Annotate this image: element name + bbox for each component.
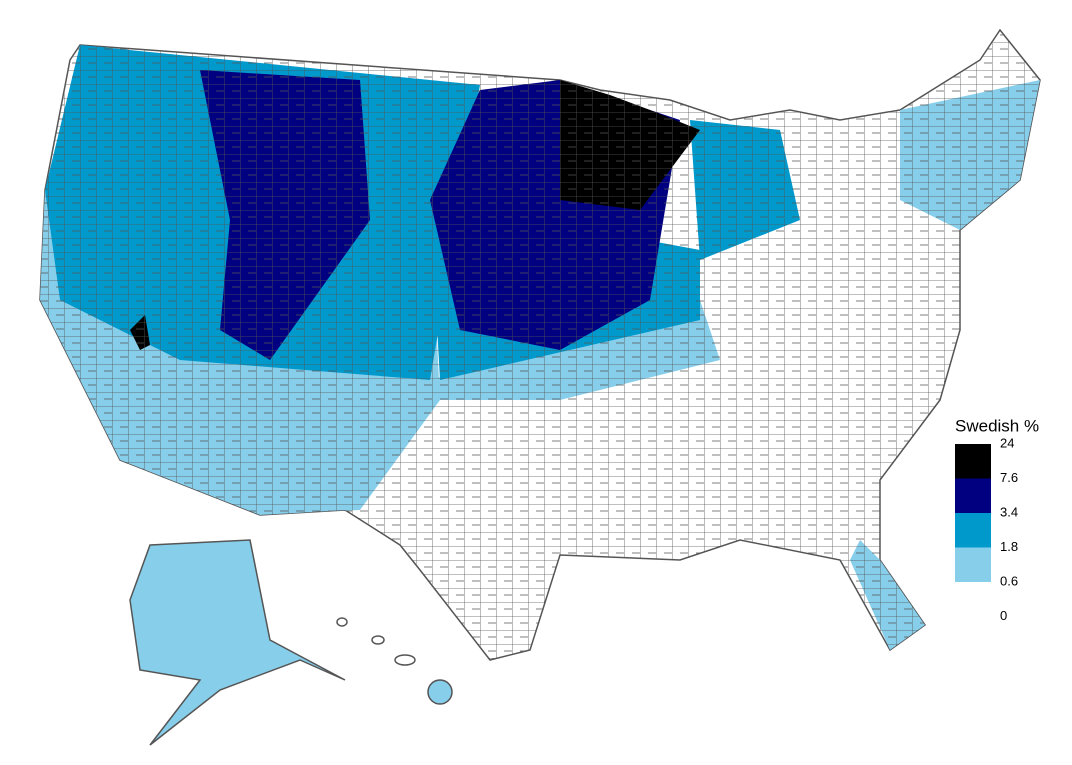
island bbox=[394, 654, 416, 666]
legend: Swedish % 24 7.6 3.4 1.8 0.6 0 bbox=[955, 416, 1039, 623]
legend-title: Swedish % bbox=[955, 416, 1039, 435]
legend-label: 0 bbox=[1000, 608, 1007, 623]
legend-label: 0.6 bbox=[1000, 573, 1018, 588]
legend-swatch bbox=[955, 547, 991, 582]
hawaii bbox=[336, 617, 453, 705]
alaska-outline bbox=[129, 539, 346, 746]
legend-swatch bbox=[955, 478, 991, 513]
legend-label: 24 bbox=[1000, 435, 1014, 450]
legend-swatch bbox=[955, 582, 991, 617]
legend-label: 1.8 bbox=[1000, 539, 1018, 554]
island bbox=[336, 617, 348, 627]
legend-label: 7.6 bbox=[1000, 470, 1018, 485]
alaska bbox=[129, 539, 346, 746]
island bbox=[371, 635, 385, 645]
legend-swatch bbox=[955, 513, 991, 548]
legend-label: 3.4 bbox=[1000, 504, 1018, 519]
island bbox=[427, 679, 453, 705]
legend-swatch bbox=[955, 444, 991, 479]
